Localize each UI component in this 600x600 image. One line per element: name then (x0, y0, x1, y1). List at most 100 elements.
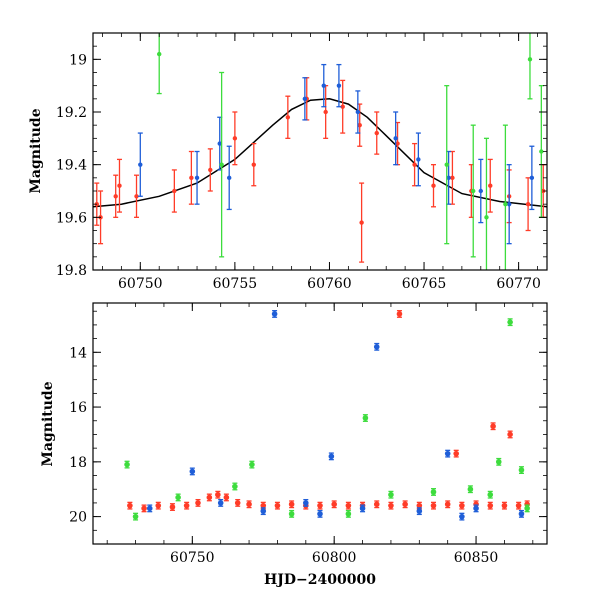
top-light-curve-panel: 60750 60755 60760 60765 60770 19 19.2 19.4 19.6 1… (28, 32, 548, 292)
bottom-x-tick-label-1: 60800 (312, 550, 357, 566)
top-panel-axes: 60750 60755 60760 60765 60770 19 19.2 19.4 19.6 1… (56, 33, 547, 292)
bottom-series-0-point-21 (402, 501, 408, 508)
top-series-0-point-4 (134, 194, 139, 199)
bottom-series-1-point-9 (359, 505, 366, 512)
top-y-axis-title: Magnitude (28, 108, 44, 193)
top-series-0-point-18 (431, 183, 436, 188)
top-series-0-point-19 (450, 175, 455, 181)
bottom-series-2-point-9 (288, 511, 295, 517)
bottom-series-0-point-34 (453, 450, 460, 457)
top-series-1-point-8 (393, 136, 398, 141)
bottom-series-2-point-1 (249, 461, 255, 468)
bottom-x-tick-label-0: 60750 (170, 550, 215, 566)
top-series-1-point-12 (506, 201, 512, 207)
top-series-2-point-6 (527, 57, 533, 62)
top-series-0-point-13 (340, 104, 345, 109)
bottom-series-0-point-29 (515, 502, 522, 509)
bottom-series-0-point-3 (169, 504, 176, 510)
bottom-series-0-point-23 (430, 502, 437, 509)
top-series-2-point-4 (484, 215, 489, 220)
top-x-tick-label-3: 60765 (402, 276, 447, 292)
bottom-series-2-point-5 (518, 467, 525, 473)
top-series-1-point-13 (529, 175, 535, 181)
bottom-series-1-point-6 (217, 500, 224, 506)
top-x-tick-label-1: 60755 (213, 276, 258, 292)
top-series-0-point-21 (488, 183, 493, 188)
bottom-series-1-point-14 (303, 500, 309, 506)
bottom-series-0-point-11 (260, 502, 267, 509)
bottom-series-0-point-31 (396, 311, 403, 317)
bottom-series-0-point-25 (459, 502, 465, 509)
bottom-series-1-point-2 (328, 453, 335, 460)
bottom-series-0-point-0 (127, 502, 133, 509)
bottom-series-1-point-12 (518, 511, 525, 517)
bottom-series-1-point-4 (444, 450, 451, 457)
top-series-2-point-2 (444, 162, 449, 167)
bottom-series-1-point-0 (189, 468, 196, 475)
top-series-0-point-23 (525, 201, 531, 207)
top-series-2-point-1 (219, 162, 224, 167)
top-series-1-point-0 (138, 162, 143, 167)
top-y-tick-label-2: 19.4 (56, 158, 87, 174)
bottom-plot-frame (92, 302, 548, 545)
bottom-y-tick-label-1: 16 (69, 400, 87, 416)
bottom-series-0-point-12 (274, 502, 281, 509)
top-series-2-point-0 (157, 51, 162, 57)
top-series-0-point-12 (323, 109, 328, 115)
top-series-0-point-2 (113, 194, 118, 199)
top-series-1-point-10 (446, 175, 451, 181)
bottom-series-0-point-4 (183, 502, 190, 509)
top-series-2-point-7 (539, 149, 544, 154)
bottom-panel-axes: 60750 60800 60850 14 16 18 20 (69, 303, 547, 566)
top-series-0-point-7 (208, 167, 213, 173)
bottom-series-1-point-10 (416, 508, 423, 514)
top-series-2-point-5 (503, 201, 508, 207)
top-series-0-point-25 (359, 220, 364, 225)
top-series-0-point-5 (172, 188, 177, 194)
bottom-x-tick-label-2: 60850 (454, 550, 499, 566)
bottom-series-2-point-7 (175, 494, 181, 501)
top-y-tick-label-0: 19 (69, 52, 87, 68)
bottom-series-2-point-13 (467, 486, 474, 493)
top-x-tick-label-2: 60760 (307, 276, 352, 292)
top-series-0-point-10 (285, 115, 291, 120)
bottom-series-0-point-15 (317, 502, 323, 509)
bottom-series-2-point-10 (345, 511, 352, 517)
top-series-0-point-6 (189, 175, 194, 181)
bottom-series-1-point-5 (146, 505, 153, 512)
top-panel-data (93, 33, 547, 270)
bottom-series-2-point-14 (487, 491, 494, 498)
bottom-series-0-point-9 (234, 500, 241, 506)
bottom-series-1-point-8 (317, 511, 323, 517)
top-series-0-point-14 (357, 122, 362, 128)
bottom-y-tick-label-3: 20 (69, 510, 87, 526)
bottom-series-0-point-6 (206, 494, 213, 501)
bottom-x-axis-title: HJD−2400000 (264, 572, 376, 588)
bottom-series-2-point-3 (507, 319, 513, 325)
bottom-series-0-point-28 (501, 502, 508, 509)
top-series-0-point-15 (374, 130, 379, 136)
bottom-series-1-point-1 (271, 311, 278, 317)
bottom-series-0-point-17 (345, 502, 352, 509)
bottom-series-0-point-5 (195, 500, 201, 506)
top-series-1-point-4 (302, 96, 308, 102)
bottom-y-axis-title: Magnitude (40, 381, 56, 466)
bottom-series-0-point-24 (444, 501, 451, 508)
top-series-2-point-3 (471, 188, 476, 194)
bottom-series-0-point-33 (507, 431, 513, 438)
top-x-tick-label-4: 60770 (496, 276, 541, 292)
top-series-1-point-9 (416, 157, 421, 162)
bottom-series-1-point-13 (459, 513, 465, 520)
top-series-1-point-3 (227, 175, 232, 181)
top-series-1-point-11 (478, 188, 483, 194)
top-y-tick-label-4: 19.8 (56, 263, 87, 279)
bottom-series-0-point-16 (331, 501, 337, 508)
bottom-series-0-point-27 (487, 502, 494, 509)
top-series-1-point-6 (336, 83, 342, 88)
top-y-tick-label-3: 19.6 (56, 210, 87, 226)
bottom-y-tick-label-2: 18 (69, 455, 87, 471)
bottom-series-1-point-7 (260, 508, 267, 514)
bottom-series-0-point-19 (373, 501, 380, 508)
top-series-0-point-8 (232, 136, 238, 141)
